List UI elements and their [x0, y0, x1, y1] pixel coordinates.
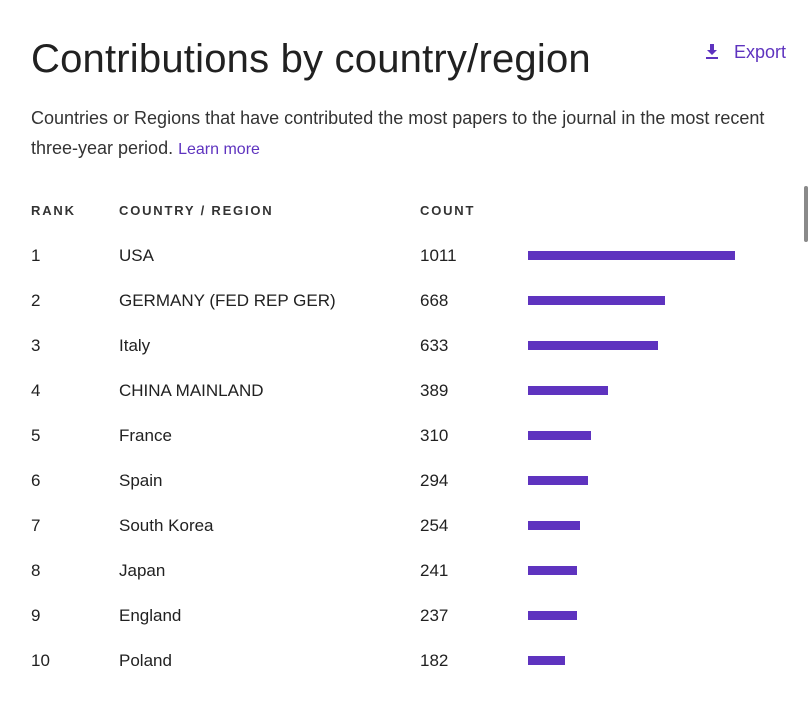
rank-cell: 5 — [31, 426, 41, 445]
count-cell: 237 — [420, 606, 449, 625]
table-row: 3 Italy 633 — [0, 331, 780, 361]
country-cell: France — [119, 426, 172, 445]
count-cell: 1011 — [420, 246, 457, 265]
count-bar — [528, 431, 591, 440]
table-row: 4 CHINA MAINLAND 389 — [0, 376, 780, 406]
description: Countries or Regions that have contribut… — [31, 103, 781, 165]
count-cell: 633 — [420, 336, 449, 355]
learn-more-link[interactable]: Learn more — [178, 141, 260, 158]
count-bar — [528, 611, 577, 620]
count-bar — [528, 251, 735, 260]
rank-cell: 10 — [31, 651, 50, 670]
rank-cell: 6 — [31, 471, 41, 490]
count-bar — [528, 521, 580, 530]
country-cell: Poland — [119, 651, 172, 670]
download-icon — [706, 44, 718, 59]
count-cell: 389 — [420, 381, 449, 400]
count-cell: 310 — [420, 426, 449, 445]
count-cell: 668 — [420, 291, 449, 310]
column-header-rank: RANK — [31, 203, 76, 218]
rank-cell: 2 — [31, 291, 41, 310]
country-cell: CHINA MAINLAND — [119, 381, 264, 400]
count-bar — [528, 386, 608, 395]
count-bar — [528, 476, 588, 485]
rank-cell: 8 — [31, 561, 41, 580]
country-cell: USA — [119, 246, 154, 265]
country-cell: Italy — [119, 336, 151, 355]
count-bar — [528, 566, 577, 575]
country-cell: England — [119, 606, 182, 625]
count-bar — [528, 656, 565, 665]
column-header-count: COUNT — [420, 203, 476, 218]
table-row: 9 England 237 — [0, 601, 780, 631]
country-cell: South Korea — [119, 516, 214, 535]
description-text: Countries or Regions that have contribut… — [31, 108, 765, 158]
table-row: 5 France 310 — [0, 421, 780, 451]
table-row: 7 South Korea 254 — [0, 511, 780, 541]
country-cell: Spain — [119, 471, 163, 490]
count-bar — [528, 296, 665, 305]
count-cell: 294 — [420, 471, 449, 490]
count-cell: 182 — [420, 651, 449, 670]
country-cell: GERMANY (FED REP GER) — [119, 291, 336, 310]
scrollbar-thumb[interactable] — [804, 186, 808, 242]
count-cell: 241 — [420, 561, 449, 580]
rank-cell: 1 — [31, 246, 41, 265]
rank-cell: 7 — [31, 516, 41, 535]
column-header-country: COUNTRY / REGION — [119, 203, 274, 218]
count-bar — [528, 341, 658, 350]
table-row: 10 Poland 182 — [0, 646, 780, 676]
page-title: Contributions by country/region — [31, 37, 591, 81]
table-row: 6 Spain 294 — [0, 466, 780, 496]
country-cell: Japan — [119, 561, 166, 580]
export-button[interactable]: Export — [704, 40, 786, 64]
count-cell: 254 — [420, 516, 449, 535]
rank-cell: 9 — [31, 606, 41, 625]
table-row: 8 Japan 241 — [0, 556, 780, 586]
export-label: Export — [734, 41, 787, 62]
table-row: 2 GERMANY (FED REP GER) 668 — [0, 286, 780, 316]
rank-cell: 4 — [31, 381, 41, 400]
table-row: 1 USA 1011 — [0, 241, 780, 271]
rank-cell: 3 — [31, 336, 41, 355]
